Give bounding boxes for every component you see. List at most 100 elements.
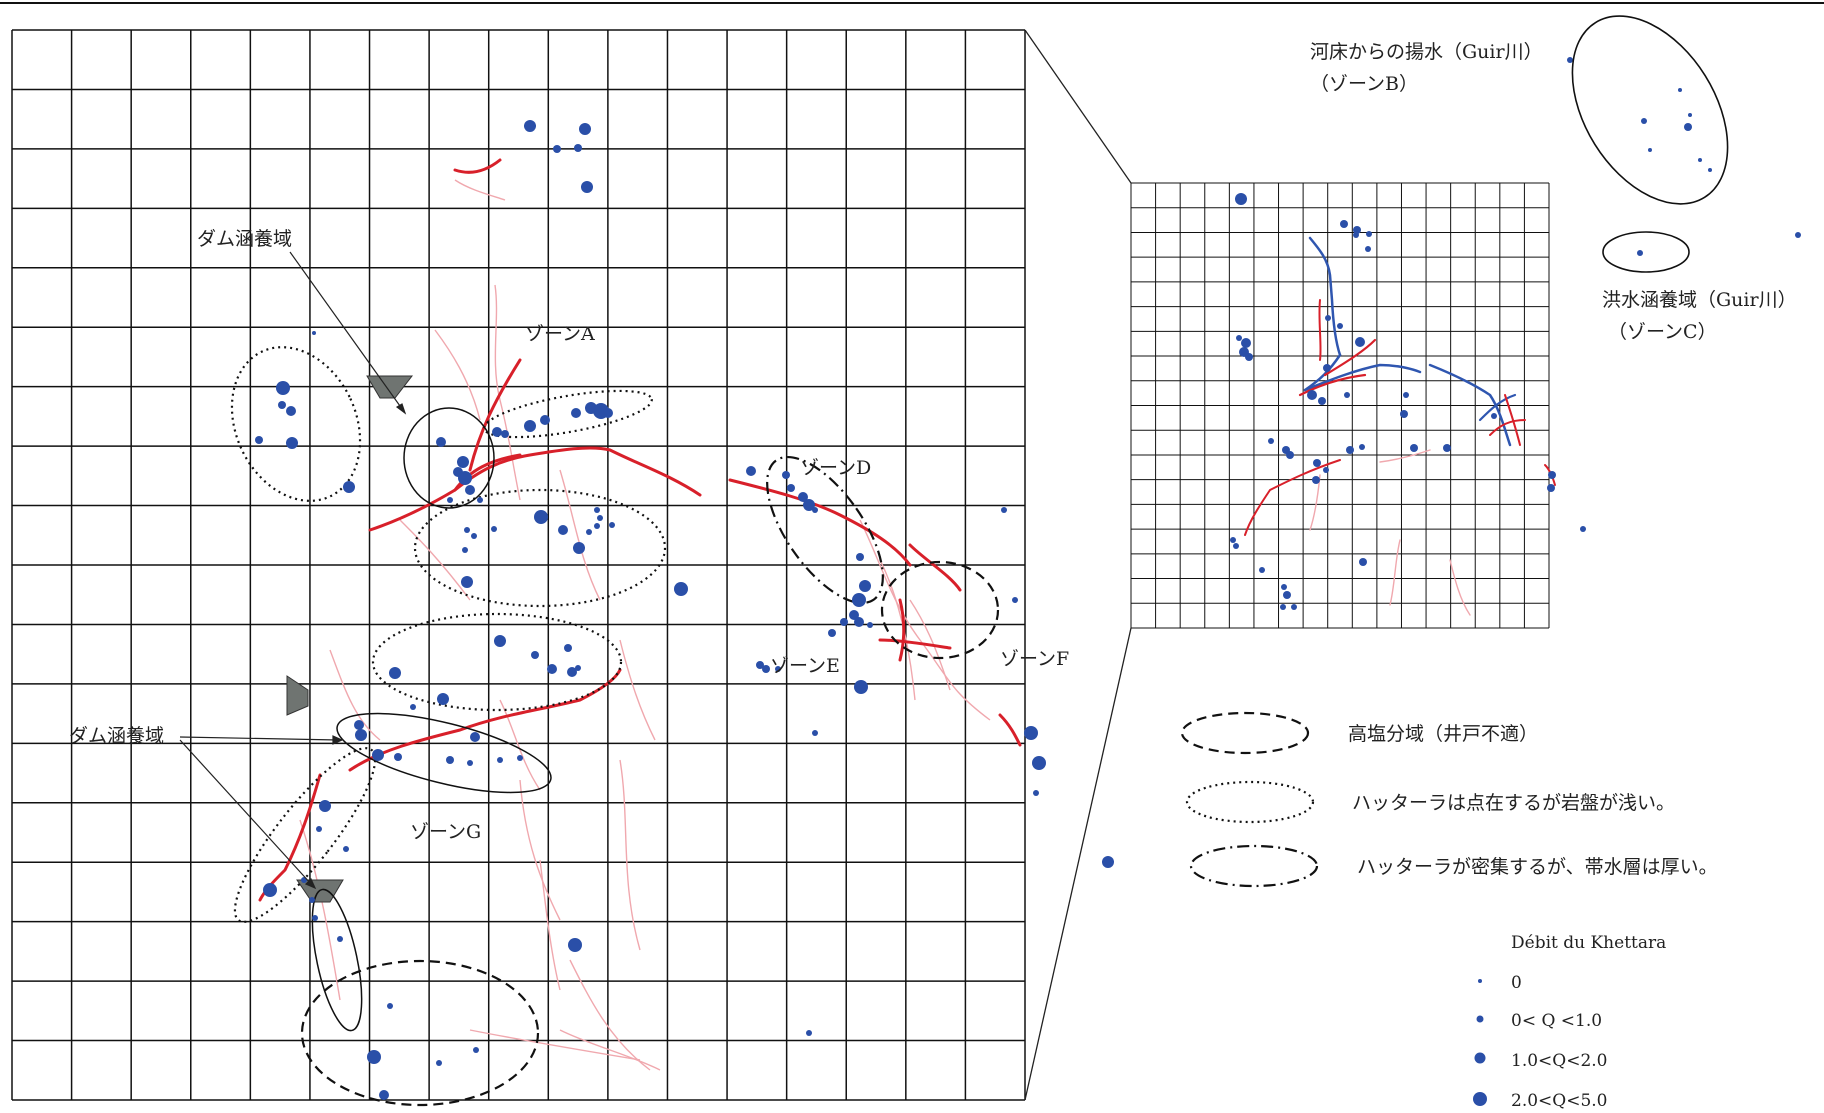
main-grid [11, 29, 1026, 1101]
inset-well-dot [1323, 364, 1331, 372]
well-dot [497, 757, 503, 763]
discharge-class-3-label: 2.0<Q<5.0 [1511, 1091, 1608, 1111]
inset-well-dot [1366, 231, 1372, 237]
inset-well-dot [1567, 57, 1573, 63]
zone-a-label: ゾーンA [525, 323, 595, 345]
well-dot [854, 680, 868, 694]
discharge-class-2-label: 1.0<Q<2.0 [1511, 1051, 1608, 1071]
inset-well-dot [1280, 604, 1286, 610]
inset-well-dot [1337, 323, 1343, 329]
well-dot [309, 897, 315, 903]
zone-f-label: ゾーンF [1000, 648, 1069, 670]
well-dot [491, 526, 497, 532]
well-dot [581, 181, 593, 193]
well-dot [531, 651, 539, 659]
zone-mid-dotted-2 [371, 612, 623, 712]
well-dot [798, 492, 808, 502]
zone-b-annotation: 河床からの揚水（Guir川） （ゾーンB） [1310, 15, 1729, 205]
inset-well-dot [1268, 438, 1274, 444]
well-dot [470, 732, 480, 742]
well-dot [854, 617, 864, 627]
well-dot [465, 485, 475, 495]
well-dot [337, 936, 343, 942]
well-dot [387, 1003, 393, 1009]
zone-e-label: ゾーンE [770, 655, 840, 677]
well-dot [574, 144, 582, 152]
well-dot [446, 756, 454, 764]
well-dot [558, 525, 568, 535]
well-dot [762, 665, 770, 673]
discharge-legend-title: Débit du Khettara [1511, 933, 1666, 953]
discharge-class-2-symbol [1474, 1052, 1486, 1064]
zone-a-west-dotted [230, 346, 362, 502]
well-dot [462, 547, 468, 553]
zone-type-legend: 高塩分域（井戸不適） ハッターラは点在するが岩盤が浅い。 ハッターラが密集するが… [1180, 711, 1718, 888]
legend-dashdot-ellipse [1189, 844, 1319, 888]
discharge-legend: Débit du Khettara 0 0< Q <1.0 1.0<Q<2.0 … [1473, 933, 1666, 1111]
well-dot [379, 1090, 389, 1100]
well-dot [524, 420, 536, 432]
well-dot [501, 430, 509, 438]
inset-well-dot [1283, 591, 1291, 599]
well-dot [594, 523, 600, 529]
well-dot [354, 720, 364, 730]
legend-dashed-ellipse [1180, 711, 1310, 755]
inset-khettara-network [1244, 236, 1556, 616]
inset-grid [1130, 182, 1550, 629]
well-dot [312, 331, 316, 335]
inset-well-dot [1359, 444, 1365, 450]
well-dot [575, 665, 581, 671]
well-dot [597, 515, 603, 521]
well-dot [803, 499, 815, 511]
inset-well-dot [1318, 397, 1326, 405]
well-dot [286, 406, 296, 416]
well-dot [849, 610, 859, 620]
leader-arrows [179, 251, 407, 890]
well-dot [573, 542, 585, 554]
inset-well-dot [1286, 451, 1294, 459]
discharge-class-0-label: 0 [1511, 973, 1522, 993]
minor-khettara-network [299, 179, 991, 1071]
inset-well-dot [1230, 537, 1236, 543]
legend-dotted-ellipse [1185, 780, 1315, 824]
inset-well-dot [1491, 413, 1497, 419]
zone-g-dotted [233, 747, 377, 923]
zone-mid-dotted-1 [413, 488, 667, 608]
zone-c-label: （ゾーンC） [1608, 321, 1717, 343]
inset-well-dot [1313, 459, 1321, 467]
well-dot [859, 580, 871, 592]
well-dot [579, 123, 591, 135]
inset-well-dot [1346, 446, 1354, 454]
zone-outlines [230, 346, 1000, 1107]
inset-well-dot [1353, 226, 1361, 234]
well-dot [473, 1047, 479, 1053]
inset-well-dot [1241, 338, 1251, 348]
well-dot [547, 664, 557, 674]
inset-well-dot [1355, 337, 1365, 347]
well-dot [812, 730, 818, 736]
well-dot [782, 471, 790, 479]
discharge-class-1-label: 0< Q <1.0 [1511, 1011, 1602, 1031]
well-dot [457, 456, 469, 468]
inset-well-dot [1323, 467, 1329, 473]
well-dot [394, 753, 402, 761]
well-dot [467, 760, 473, 766]
inset-well-dot [1678, 88, 1682, 92]
well-dot [840, 618, 848, 626]
well-dot [1032, 756, 1046, 770]
well-dot [852, 593, 866, 607]
well-dot [568, 938, 582, 952]
zone-c-legend-ellipse [1602, 231, 1690, 273]
dam-catchment-label-upper: ダム涵養域 [197, 228, 292, 250]
inset-well-dot [1233, 543, 1239, 549]
well-dot [775, 666, 781, 672]
inset-wells [1230, 57, 1801, 610]
well-dot [756, 661, 764, 669]
inset-well-dot [1410, 444, 1418, 452]
zone-b-ellipse [1571, 15, 1729, 205]
well-dot [494, 635, 506, 647]
well-dot [564, 644, 572, 652]
well-dot [461, 576, 473, 588]
inset-well-dot [1325, 315, 1331, 321]
